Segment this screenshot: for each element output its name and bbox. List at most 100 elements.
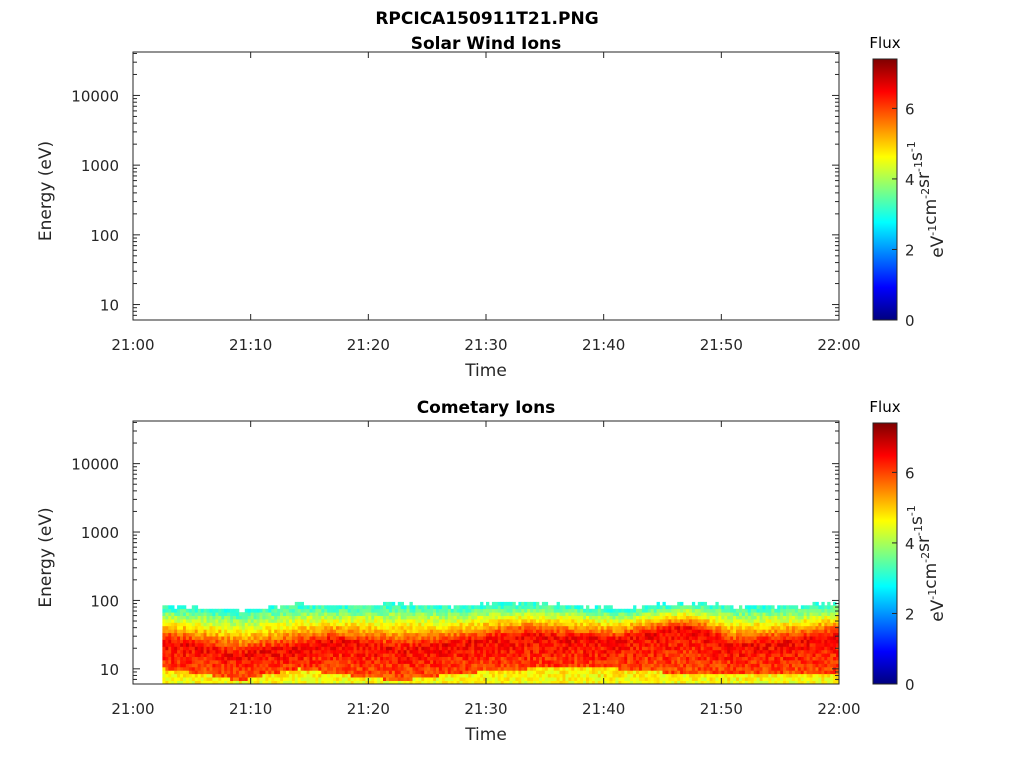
spectrogram-cell xyxy=(553,619,557,623)
spectrogram-cell xyxy=(700,605,704,610)
spectrogram-cell xyxy=(568,622,572,627)
spectrogram-cell xyxy=(377,673,381,678)
spectrogram-cell xyxy=(783,656,787,661)
spectrogram-cell xyxy=(474,622,478,627)
spectrogram-cell xyxy=(312,612,316,616)
spectrogram-cell xyxy=(765,605,769,610)
spectrogram-cell xyxy=(618,622,622,627)
spectrogram-cell xyxy=(371,653,375,657)
spectrogram-cell xyxy=(171,666,175,671)
spectrogram-cell xyxy=(433,619,437,623)
spectrogram-cell xyxy=(438,643,443,647)
spectrogram-cell xyxy=(536,639,540,644)
spectrogram-cell xyxy=(406,653,410,657)
spectrogram-cell xyxy=(368,622,372,627)
spectrogram-cell xyxy=(297,653,301,657)
spectrogram-cell xyxy=(330,643,334,647)
spectrogram-cell xyxy=(462,615,466,620)
spectrogram-cell xyxy=(280,653,284,657)
spectrogram-cell xyxy=(191,625,196,630)
spectrogram-cell xyxy=(441,612,446,616)
spectrogram-cell xyxy=(215,680,219,685)
spectrogram-cell xyxy=(753,632,757,637)
spectrogram-cell xyxy=(203,625,207,630)
spectrogram-cell xyxy=(271,649,275,654)
spectrogram-cell xyxy=(256,680,260,685)
spectrogram-cell xyxy=(627,612,631,616)
spectrogram-cell xyxy=(747,670,752,675)
spectrogram-cell xyxy=(162,670,166,675)
spectrogram-cell xyxy=(359,636,363,640)
spectrogram-cell xyxy=(271,660,275,664)
spectrogram-cell xyxy=(183,643,187,647)
spectrogram-cell xyxy=(253,653,257,657)
spectrogram-cell xyxy=(318,612,322,616)
spectrogram-cell xyxy=(686,632,690,637)
spectrogram-cell xyxy=(639,660,643,664)
spectrogram-cell xyxy=(650,629,654,634)
spectrogram-cell xyxy=(656,612,660,616)
spectrogram-cell xyxy=(765,608,769,613)
spectrogram-cell xyxy=(306,625,310,630)
spectrogram-cell xyxy=(594,608,599,613)
spectrogram-cell xyxy=(356,649,360,654)
spectrogram-cell xyxy=(315,643,319,647)
spectrogram-cell xyxy=(515,639,519,644)
spectrogram-cell xyxy=(771,612,775,616)
spectrogram-cell xyxy=(233,666,237,671)
spectrogram-cell xyxy=(650,670,654,675)
spectrogram-cell xyxy=(436,625,440,630)
spectrogram-cell xyxy=(565,632,569,637)
spectrogram-cell xyxy=(324,663,328,668)
spectrogram-cell xyxy=(603,666,607,671)
spectrogram-cell xyxy=(453,608,457,613)
spectrogram-cell xyxy=(603,615,607,620)
spectrogram-cell xyxy=(730,622,734,627)
spectrogram-cell xyxy=(639,666,643,671)
spectrogram-cell xyxy=(203,673,207,678)
spectrogram-cell xyxy=(262,677,266,681)
spectrogram-cell xyxy=(421,632,425,637)
spectrogram-cell xyxy=(536,619,540,623)
spectrogram-cell xyxy=(374,605,378,610)
spectrogram-cell xyxy=(324,615,328,620)
spectrogram-cell xyxy=(683,615,687,620)
spectrogram-cell xyxy=(218,653,222,657)
spectrogram-cell xyxy=(180,622,184,627)
spectrogram-cell xyxy=(553,680,557,685)
spectrogram-cell xyxy=(191,673,196,678)
spectrogram-cell xyxy=(365,673,369,678)
spectrogram-cell xyxy=(683,656,687,661)
spectrogram-cell xyxy=(615,673,619,678)
panel-title: Solar Wind Ions xyxy=(411,34,562,54)
spectrogram-cell xyxy=(762,636,766,640)
spectrogram-cell xyxy=(212,619,216,623)
spectrogram-cell xyxy=(733,608,737,613)
spectrogram-cell xyxy=(491,619,496,623)
spectrogram-cell xyxy=(197,608,201,613)
spectrogram-cell xyxy=(185,673,190,678)
spectrogram-cell xyxy=(612,663,616,668)
spectrogram-cell xyxy=(656,608,660,613)
spectrogram-cell xyxy=(589,643,593,647)
spectrogram-cell xyxy=(786,632,790,637)
spectrogram-cell xyxy=(480,656,484,661)
spectrogram-cell xyxy=(644,625,649,630)
spectrogram-cell xyxy=(521,660,525,664)
spectrogram-cell xyxy=(362,625,366,630)
spectrogram-cell xyxy=(353,649,357,654)
spectrogram-cell xyxy=(206,632,210,637)
spectrogram-cell xyxy=(191,636,196,640)
spectrogram-cell xyxy=(571,673,575,678)
spectrogram-cell xyxy=(406,660,410,664)
spectrogram-cell xyxy=(312,625,316,630)
spectrogram-cell xyxy=(568,608,572,613)
spectrogram-cell xyxy=(356,625,360,630)
spectrogram-cell xyxy=(586,632,590,637)
spectrogram-cell xyxy=(180,612,184,616)
spectrogram-cell xyxy=(759,643,763,647)
spectrogram-cell xyxy=(312,622,316,627)
spectrogram-cell xyxy=(609,625,613,630)
spectrogram-cell xyxy=(747,677,752,681)
spectrogram-cell xyxy=(291,666,296,671)
